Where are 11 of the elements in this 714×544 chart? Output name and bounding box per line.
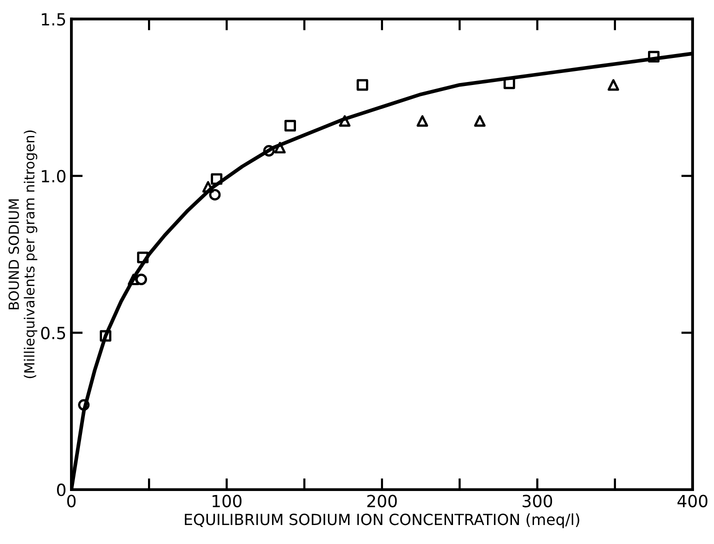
y-tick-label: 1.0 bbox=[42, 170, 66, 182]
x-tick-label: 400 bbox=[677, 494, 708, 508]
x-tick-label: 0 bbox=[67, 494, 76, 508]
x-tick-label: 100 bbox=[212, 494, 242, 508]
x-tick-label: 200 bbox=[367, 494, 397, 508]
x-axis-title: EQUILIBRIUM SODIUM ION CONCENTRATION (meq/l) bbox=[184, 513, 580, 528]
x-tick-label: 300 bbox=[522, 494, 552, 508]
y-tick-label: 0.5 bbox=[41, 326, 66, 340]
y-tick-label: 0 bbox=[57, 484, 66, 496]
y-axis-title: BOUND SODIUM (Milliequivalents per gram nitrogen) bbox=[8, 130, 38, 378]
y-tick-label: 1.5 bbox=[42, 13, 66, 26]
